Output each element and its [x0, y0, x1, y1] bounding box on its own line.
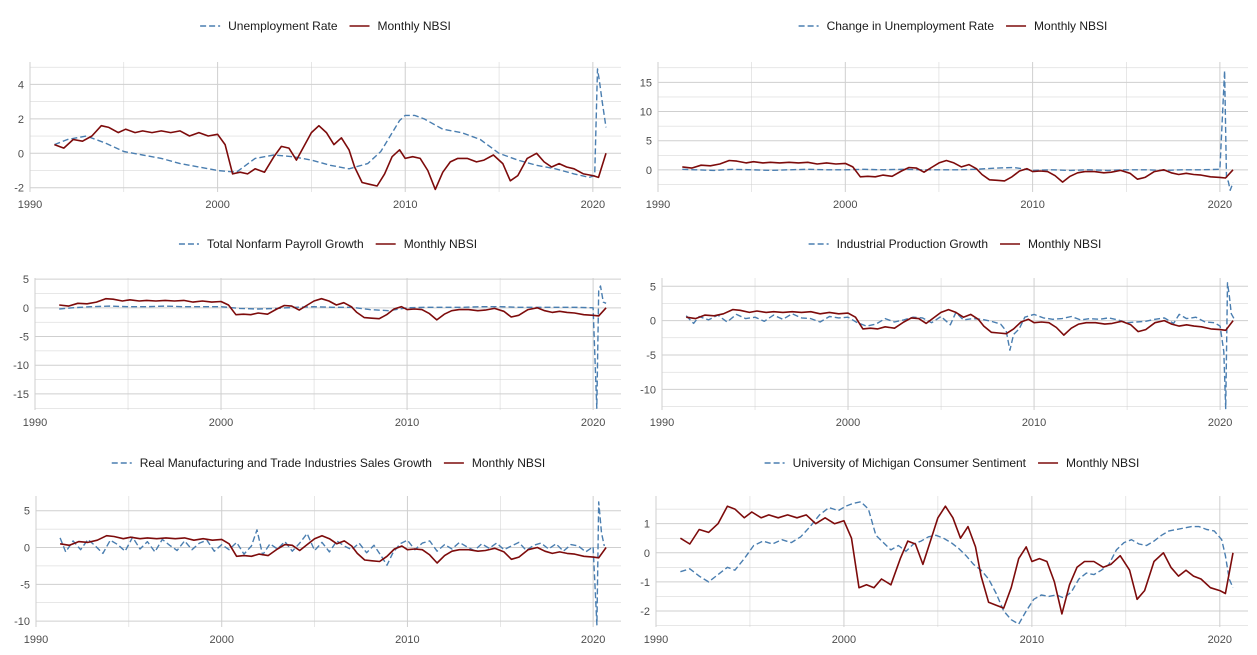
x-tick-label: 2020	[1208, 417, 1232, 429]
series-line-indicator	[59, 501, 605, 626]
x-tick-label: 2010	[1022, 417, 1046, 429]
x-tick-label: 2020	[581, 417, 605, 429]
x-tick-label: 2020	[1208, 199, 1232, 211]
x-tick-label: 1990	[650, 417, 674, 429]
x-tick-label: 2010	[395, 417, 419, 429]
y-tick-label: -5	[20, 579, 30, 591]
x-tick-label: 1990	[18, 199, 42, 211]
chart-panel-5: -10 -5 0 5 1990 2000 2010 2020 Real Manufacturin…	[14, 456, 621, 646]
legend: University of Michigan Consumer Sentimen…	[764, 456, 1139, 470]
x-tick-label: 1990	[646, 199, 670, 211]
y-tick-label: 2	[18, 114, 24, 126]
legend-label: Total Nonfarm Payroll Growth	[207, 237, 364, 251]
legend-label: Unemployment Rate	[228, 19, 338, 33]
y-tick-label: -2	[640, 606, 650, 618]
chart-panel-3: -15 -10 -5 0 5 1990 2000 2010 2020 Total Nonfarm …	[13, 237, 621, 429]
x-tick-label: 2010	[1020, 199, 1044, 211]
x-tick-label: 2020	[581, 199, 605, 211]
legend: Total Nonfarm Payroll Growth Monthly NBSI	[178, 237, 477, 251]
legend-label: Real Manufacturing and Trade Industries …	[140, 456, 432, 470]
x-tick-label: 2000	[209, 634, 233, 646]
series-line-indicator	[685, 282, 1235, 410]
chart-panel-2: 0 5 10 15 1990 2000 2010 2020 Change in Unemploy…	[640, 19, 1248, 211]
x-tick-label: 2000	[832, 634, 856, 646]
x-tick-label: 2010	[1020, 634, 1044, 646]
y-tick-label: 0	[650, 316, 656, 328]
legend: Change in Unemployment Rate Monthly NBSI	[798, 19, 1107, 33]
y-tick-label: -15	[13, 389, 29, 401]
series-line-nbsi	[59, 534, 607, 564]
legend-label: University of Michigan Consumer Sentimen…	[793, 456, 1027, 470]
x-tick-label: 1990	[24, 634, 48, 646]
y-tick-label: 10	[640, 107, 652, 119]
y-tick-label: 5	[23, 274, 29, 286]
y-tick-label: -10	[14, 616, 30, 628]
legend-label: Monthly NBSI	[378, 19, 451, 33]
x-tick-label: 2000	[205, 199, 229, 211]
legend: Unemployment Rate Monthly NBSI	[200, 19, 451, 33]
series-line-indicator	[59, 285, 607, 409]
x-tick-label: 1990	[644, 634, 668, 646]
legend-label: Monthly NBSI	[1034, 19, 1107, 33]
chart-panel-1: -2 0 2 4 1990 2000 2010 2020 Unemployment Rate Mo…	[14, 19, 621, 211]
x-tick-label: 2020	[581, 634, 605, 646]
y-tick-label: 4	[18, 79, 24, 91]
series-line-indicator	[682, 69, 1234, 192]
chart-panel-6: -2 -1 0 1 1990 2000 2010 2020 University of Mich…	[640, 456, 1248, 646]
y-tick-label: 0	[24, 543, 30, 555]
series-line-nbsi	[679, 505, 1234, 615]
y-tick-label: -10	[640, 384, 656, 396]
x-tick-label: 1990	[23, 417, 47, 429]
legend-label: Monthly NBSI	[404, 237, 477, 251]
x-tick-label: 2000	[836, 417, 860, 429]
legend: Real Manufacturing and Trade Industries …	[111, 456, 545, 470]
legend: Industrial Production Growth Monthly NBSI	[808, 237, 1101, 251]
y-tick-label: 5	[24, 506, 30, 518]
x-tick-label: 2000	[833, 199, 857, 211]
legend-label: Change in Unemployment Rate	[827, 19, 995, 33]
series-line-nbsi	[54, 124, 607, 191]
legend-label: Monthly NBSI	[1028, 237, 1101, 251]
y-tick-label: -5	[646, 350, 656, 362]
series-line-indicator	[680, 501, 1234, 625]
y-tick-label: 0	[644, 548, 650, 560]
y-tick-label: -5	[19, 332, 29, 344]
y-tick-label: -10	[13, 360, 29, 372]
y-tick-label: 0	[646, 165, 652, 177]
x-tick-label: 2020	[1208, 634, 1232, 646]
y-tick-label: 0	[18, 148, 24, 160]
series-line-nbsi	[686, 308, 1234, 336]
legend-label: Industrial Production Growth	[837, 237, 988, 251]
x-tick-label: 2000	[209, 417, 233, 429]
legend-label: Monthly NBSI	[472, 456, 545, 470]
y-tick-label: -2	[14, 183, 24, 195]
y-tick-label: 5	[650, 281, 656, 293]
chart-panel-4: -10 -5 0 5 1990 2000 2010 2020 Industrial Produc…	[640, 237, 1248, 429]
series-line-indicator	[54, 68, 607, 179]
legend-label: Monthly NBSI	[1066, 456, 1139, 470]
y-tick-label: 5	[646, 136, 652, 148]
y-tick-label: -1	[640, 577, 650, 589]
y-tick-label: 15	[640, 77, 652, 89]
x-tick-label: 2010	[393, 199, 417, 211]
y-tick-label: 1	[644, 519, 650, 531]
x-tick-label: 2010	[395, 634, 419, 646]
series-line-nbsi	[682, 159, 1234, 183]
series-line-nbsi	[59, 297, 607, 321]
y-tick-label: 0	[23, 303, 29, 315]
